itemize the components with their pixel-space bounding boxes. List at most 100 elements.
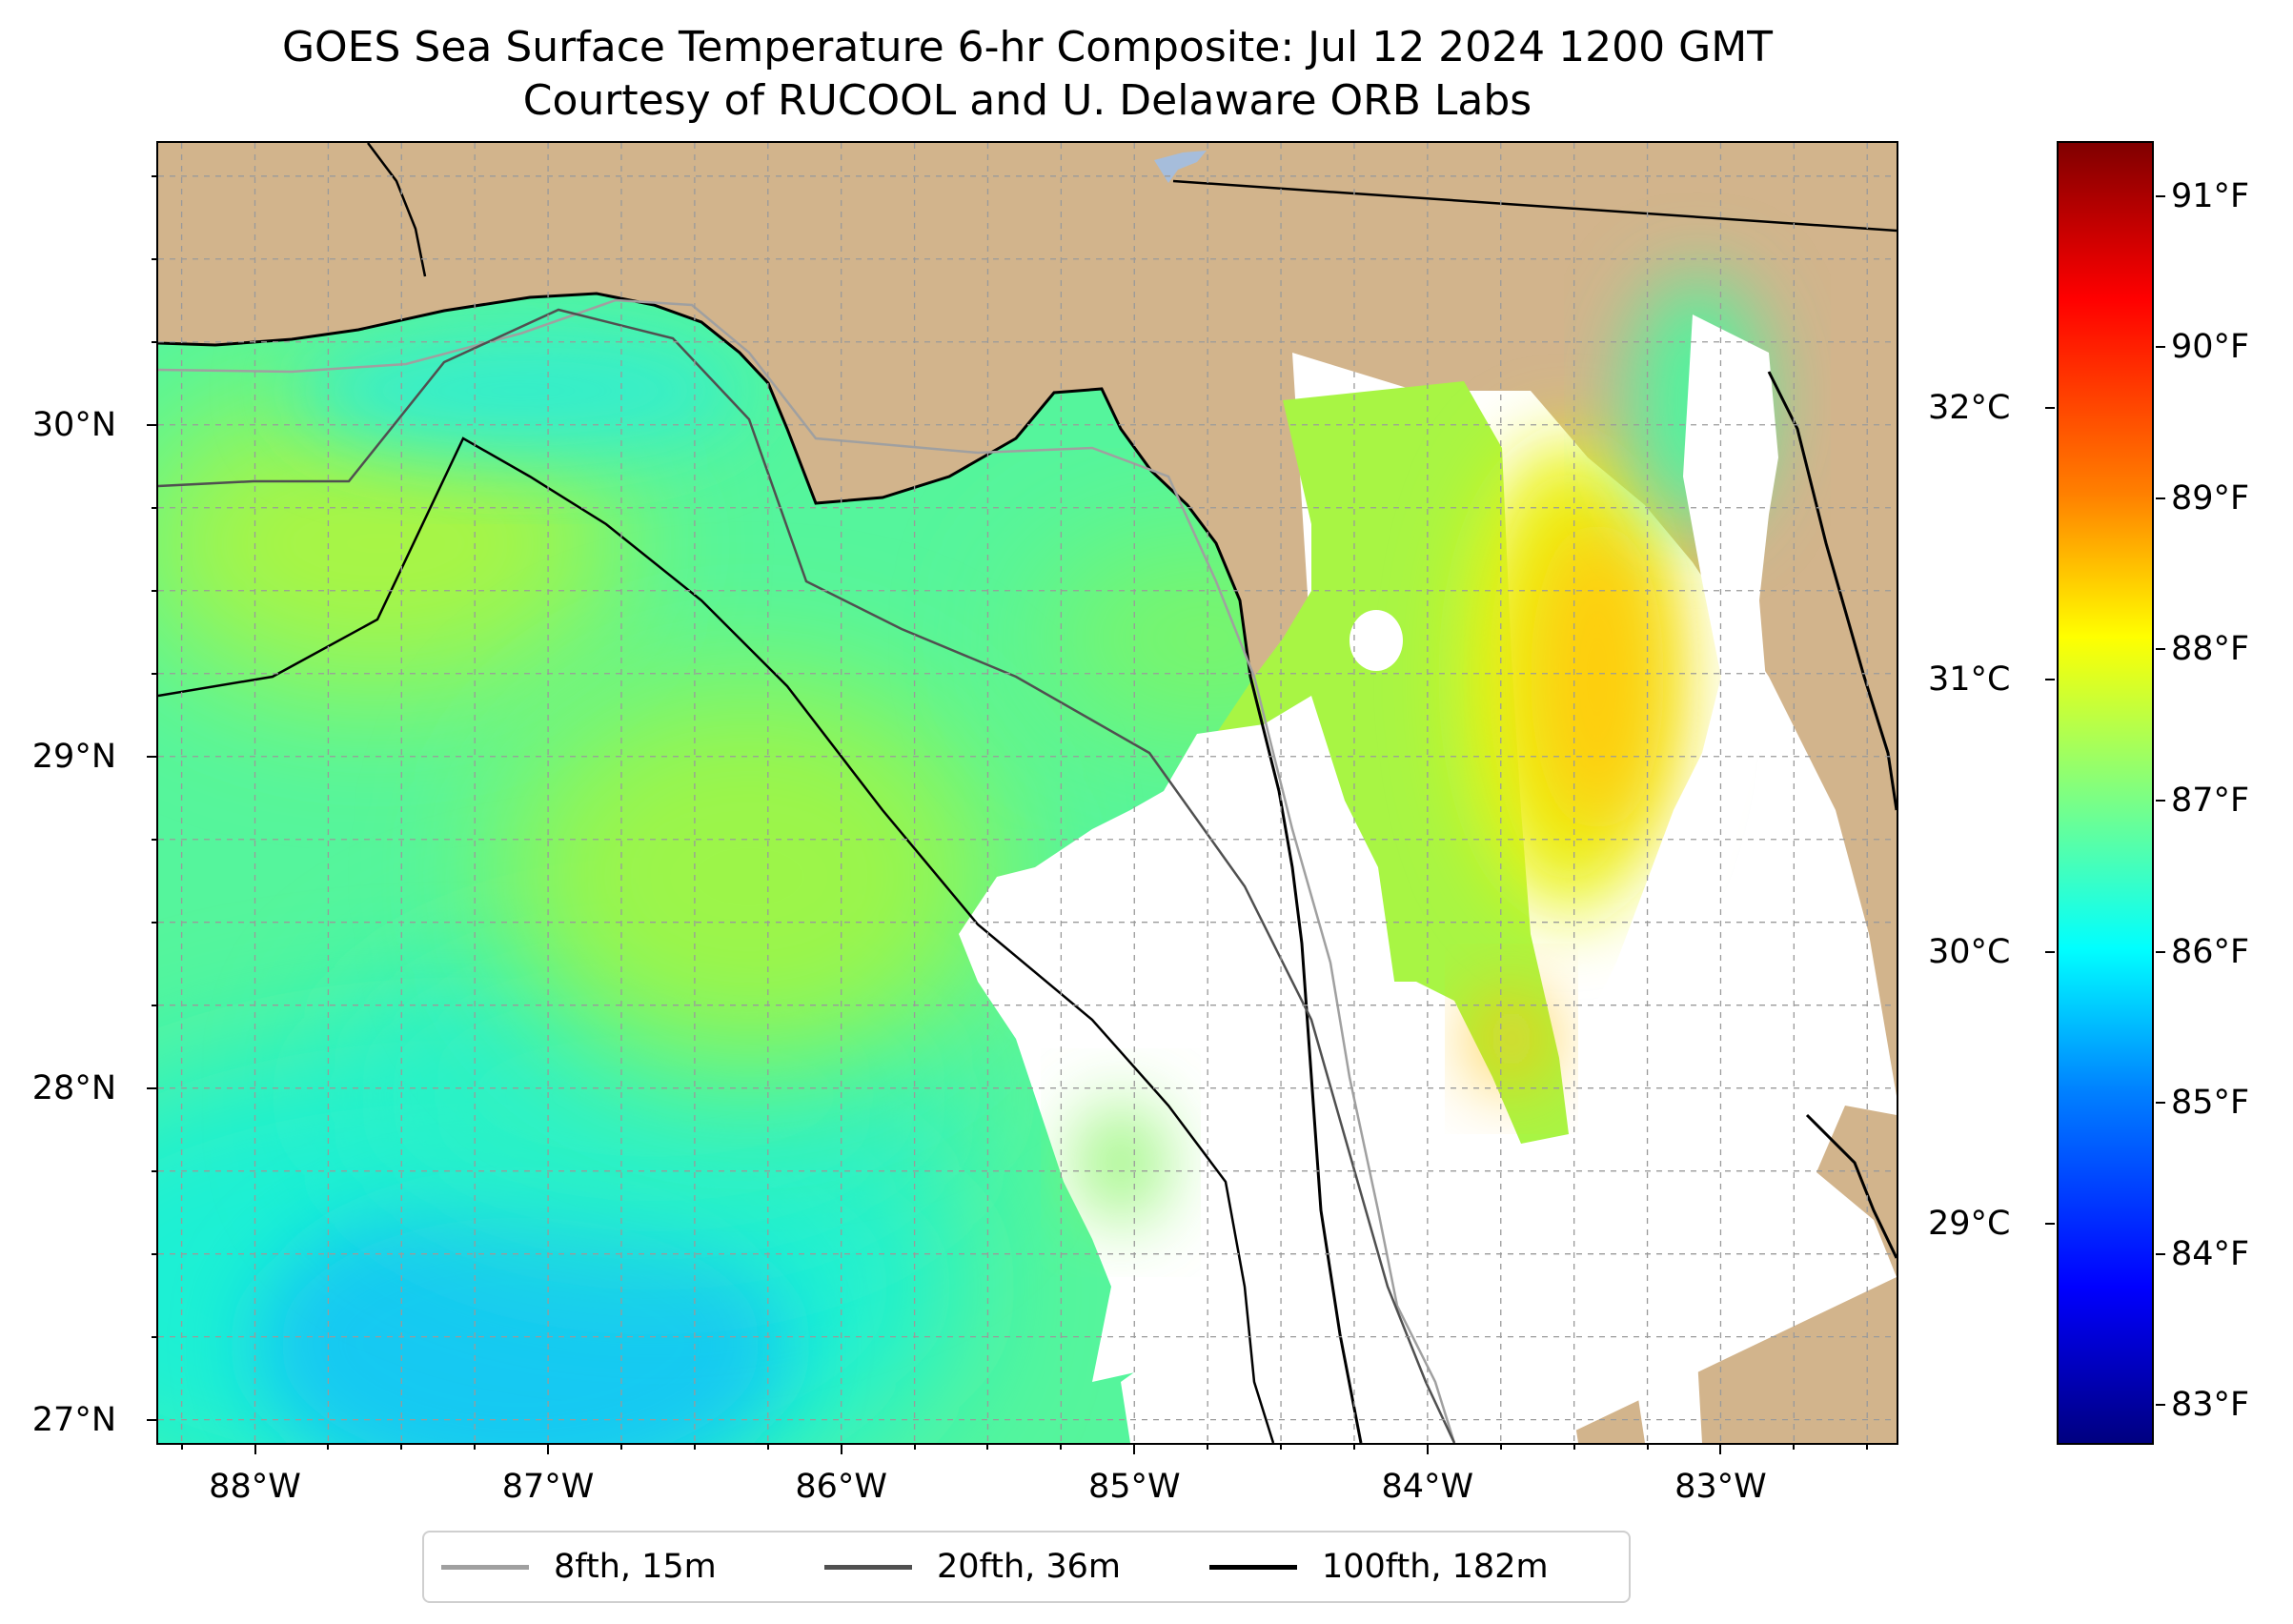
legend-swatch <box>824 1564 912 1570</box>
lake <box>1154 151 1207 183</box>
isobath-legend: 8fth, 15m 20fth, 36m 100fth, 182m <box>422 1531 1631 1603</box>
axis-tick <box>152 174 158 177</box>
axis-tick <box>474 1443 477 1450</box>
axis-tick <box>693 1443 696 1450</box>
axis-tick <box>986 1443 989 1450</box>
axis-tick <box>1133 1443 1136 1454</box>
axis-tick <box>152 672 158 675</box>
axis-tick <box>152 257 158 260</box>
latitude-label: 30°N <box>31 405 116 444</box>
fahrenheit-label: 87°F <box>2171 781 2250 820</box>
colorbar <box>2057 141 2154 1445</box>
axis-tick <box>147 755 158 758</box>
longitude-label: 86°W <box>795 1468 887 1506</box>
cloud-gap-1 <box>959 696 1445 1382</box>
fahrenheit-label: 88°F <box>2171 630 2250 669</box>
coastline-tampa <box>1805 1113 1897 1259</box>
axis-tick <box>1426 1443 1429 1454</box>
legend-item-100fth: 100fth, 182m <box>1209 1533 1549 1601</box>
axis-tick <box>1573 1443 1575 1450</box>
chart-subtitle: Courtesy of RUCOOL and U. Delaware ORB L… <box>522 76 1532 125</box>
axis-tick <box>152 340 158 343</box>
axis-tick <box>2045 950 2055 953</box>
axis-tick <box>152 1335 158 1338</box>
celsius-label: 29°C <box>1928 1205 2011 1244</box>
axis-tick <box>913 1443 916 1450</box>
axis-tick <box>1207 1443 1209 1450</box>
celsius-label: 31°C <box>1928 660 2011 700</box>
axis-tick <box>1499 1443 1502 1450</box>
coastline-east <box>1767 371 1897 811</box>
axis-tick <box>254 1443 256 1454</box>
axis-tick <box>2156 1404 2165 1407</box>
latitude-label: 27°N <box>31 1400 116 1439</box>
axis-tick <box>2045 406 2055 409</box>
sst-warm-patch <box>1478 991 1545 1086</box>
axis-tick <box>327 1443 330 1450</box>
sst-patch <box>1081 1106 1161 1220</box>
legend-swatch <box>1209 1564 1297 1570</box>
legend-label: 8fth, 15m <box>554 1548 717 1586</box>
celsius-label: 32°C <box>1928 388 2011 427</box>
axis-tick <box>2156 346 2165 349</box>
fahrenheit-label: 89°F <box>2171 478 2250 518</box>
longitude-label: 85°W <box>1087 1468 1181 1506</box>
longitude-label: 84°W <box>1381 1468 1474 1506</box>
axis-tick <box>1646 1443 1649 1450</box>
celsius-label: 30°C <box>1928 932 2011 971</box>
legend-swatch <box>441 1564 529 1570</box>
fahrenheit-label: 83°F <box>2171 1386 2250 1425</box>
legend-item-20fth: 20fth, 36m <box>824 1533 1121 1601</box>
axis-tick <box>147 1418 158 1421</box>
longitude-label: 88°W <box>209 1468 301 1506</box>
axis-tick <box>152 838 158 841</box>
axis-tick <box>2156 1102 2165 1105</box>
chart-title: GOES Sea Surface Temperature 6-hr Compos… <box>281 23 1774 71</box>
axis-tick <box>2156 648 2165 651</box>
axis-tick <box>1352 1443 1355 1450</box>
fahrenheit-label: 90°F <box>2171 328 2250 367</box>
axis-tick <box>400 1443 403 1450</box>
axis-tick <box>147 1086 158 1089</box>
axis-tick <box>1793 1443 1796 1450</box>
fahrenheit-label: 84°F <box>2171 1234 2250 1273</box>
cloud-gap-3 <box>1349 610 1403 671</box>
axis-tick <box>152 1004 158 1006</box>
axis-tick <box>2045 679 2055 681</box>
coastline <box>158 292 1363 1443</box>
axis-tick <box>152 506 158 509</box>
axis-tick <box>766 1443 769 1450</box>
axis-tick <box>147 423 158 426</box>
sst-map <box>156 141 1898 1445</box>
fahrenheit-label: 91°F <box>2171 176 2250 215</box>
axis-tick <box>619 1443 622 1450</box>
axis-tick <box>2045 1223 2055 1226</box>
isobath-100fth <box>158 436 1275 1443</box>
axis-tick <box>2156 799 2165 802</box>
axis-tick <box>1280 1443 1283 1450</box>
gridlines <box>158 143 1897 1443</box>
fahrenheit-label: 85°F <box>2171 1084 2250 1123</box>
axis-tick <box>180 1443 183 1450</box>
latitude-label: 28°N <box>31 1068 116 1107</box>
cloud-gap-4 <box>1578 315 1778 1443</box>
axis-tick <box>152 1169 158 1172</box>
latitude-label: 29°N <box>31 737 116 776</box>
longitude-label: 87°W <box>501 1468 595 1506</box>
axis-tick <box>2156 1252 2165 1255</box>
legend-label: 100fth, 182m <box>1322 1548 1549 1586</box>
legend-item-8fth: 8fth, 15m <box>441 1533 717 1601</box>
axis-tick <box>1060 1443 1063 1450</box>
isobath-20fth <box>158 308 1456 1443</box>
axis-tick <box>152 589 158 592</box>
axis-tick <box>547 1443 550 1454</box>
state-border-ga <box>1172 179 1897 233</box>
cloud-gap-2 <box>1121 1220 1578 1443</box>
axis-tick <box>840 1443 842 1454</box>
axis-tick <box>152 1252 158 1255</box>
state-border-al <box>367 143 427 277</box>
axis-tick <box>1866 1443 1869 1450</box>
isobath-8fth <box>158 298 1456 1443</box>
axis-tick <box>2156 950 2165 953</box>
legend-label: 20fth, 36m <box>937 1548 1122 1586</box>
